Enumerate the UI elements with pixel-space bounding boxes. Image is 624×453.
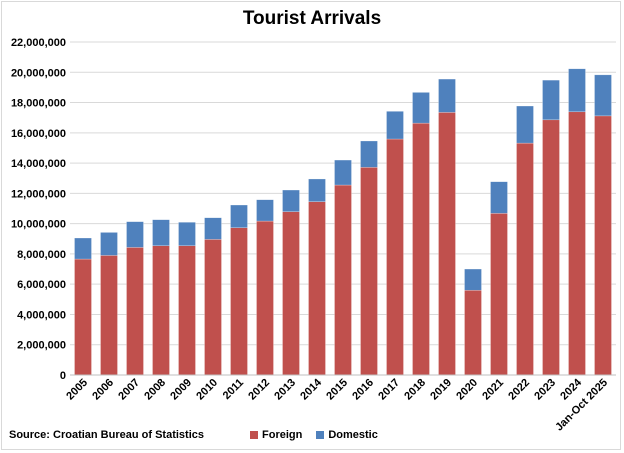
bar-foreign bbox=[178, 245, 196, 376]
bar-foreign bbox=[152, 245, 170, 376]
bar-foreign bbox=[464, 289, 482, 376]
bar-domestic bbox=[464, 268, 482, 291]
source-note: Source: Croatian Bureau of Statistics bbox=[9, 429, 204, 441]
chart-title: Tourist Arrivals bbox=[242, 8, 382, 29]
bar-domestic bbox=[100, 232, 118, 256]
bar-domestic bbox=[178, 222, 196, 246]
bar-foreign bbox=[204, 239, 222, 376]
bar-foreign bbox=[516, 142, 534, 376]
y-tick-label: 6,000,000 bbox=[17, 279, 66, 291]
legend-swatch-foreign bbox=[250, 431, 258, 439]
x-tick-label: 2015 bbox=[324, 377, 350, 403]
y-tick-label: 2,000,000 bbox=[17, 340, 66, 352]
bar-domestic bbox=[308, 178, 326, 202]
bar-foreign bbox=[412, 122, 430, 376]
x-tick-label: 2006 bbox=[90, 377, 116, 403]
bar-domestic bbox=[516, 105, 534, 144]
bar-foreign bbox=[490, 213, 508, 376]
legend-item-foreign: Foreign bbox=[250, 429, 302, 441]
x-tick-label: 2019 bbox=[428, 377, 454, 403]
x-tick-label: 2012 bbox=[246, 377, 272, 403]
y-tick-label: 12,000,000 bbox=[11, 188, 66, 200]
bar-domestic bbox=[386, 111, 404, 140]
bar-domestic bbox=[412, 92, 430, 124]
x-tick-label: 2018 bbox=[402, 377, 428, 403]
x-tick-label: 2009 bbox=[168, 377, 194, 403]
bar-foreign bbox=[308, 201, 326, 376]
y-tick-label: 16,000,000 bbox=[11, 128, 66, 140]
legend-swatch-domestic bbox=[316, 431, 325, 439]
x-tick-label: 2017 bbox=[376, 377, 402, 403]
x-tick-label: 2016 bbox=[350, 377, 376, 403]
x-tick-label: 2013 bbox=[272, 377, 298, 403]
bar-foreign bbox=[230, 227, 248, 376]
legend-label-domestic: Domestic bbox=[328, 429, 378, 441]
x-tick-label: 2020 bbox=[454, 377, 480, 403]
y-tick-label: 18,000,000 bbox=[11, 98, 66, 110]
x-tick-label: 2008 bbox=[142, 377, 168, 403]
bar-foreign bbox=[360, 167, 378, 376]
bar-foreign bbox=[438, 112, 456, 376]
y-tick-label: 0 bbox=[60, 370, 66, 382]
bar-foreign bbox=[542, 119, 560, 376]
bar-domestic bbox=[438, 78, 456, 113]
legend: Foreign Domestic bbox=[250, 429, 378, 441]
bar-foreign bbox=[256, 220, 274, 376]
bar-domestic bbox=[282, 189, 300, 212]
bar-foreign bbox=[74, 258, 92, 376]
bar-domestic bbox=[542, 79, 560, 121]
bar-domestic bbox=[334, 159, 352, 186]
bar-foreign bbox=[334, 184, 352, 376]
bar-domestic bbox=[568, 68, 586, 113]
x-tick-label: 2007 bbox=[116, 377, 142, 403]
x-tick-label: 2010 bbox=[194, 377, 220, 403]
bar-foreign bbox=[126, 247, 144, 376]
bar-domestic bbox=[152, 219, 170, 246]
legend-item-domestic: Domestic bbox=[316, 429, 378, 441]
x-tick-label: 2022 bbox=[506, 377, 532, 403]
legend-label-foreign: Foreign bbox=[262, 429, 303, 441]
bar-foreign bbox=[386, 138, 404, 376]
bar-domestic bbox=[126, 221, 144, 248]
bar-foreign bbox=[100, 255, 118, 376]
bar-domestic bbox=[256, 199, 274, 222]
y-tick-label: 14,000,000 bbox=[11, 158, 66, 170]
x-tick-label: 2011 bbox=[221, 377, 246, 402]
bar-domestic bbox=[230, 204, 248, 228]
bar-domestic bbox=[594, 74, 612, 117]
y-tick-label: 20,000,000 bbox=[11, 67, 66, 79]
x-tick-label: 2023 bbox=[532, 377, 558, 403]
bar-domestic bbox=[74, 237, 92, 260]
x-tick-label: 2021 bbox=[480, 377, 506, 403]
bar-domestic bbox=[204, 217, 222, 240]
bar-foreign bbox=[594, 115, 612, 376]
y-tick-label: 22,000,000 bbox=[11, 37, 66, 49]
bar-domestic bbox=[360, 140, 378, 168]
y-tick-label: 10,000,000 bbox=[11, 219, 66, 231]
y-tick-label: 8,000,000 bbox=[17, 249, 66, 261]
x-tick-label: 2014 bbox=[298, 376, 324, 402]
bar-foreign bbox=[568, 111, 586, 376]
bar-foreign bbox=[282, 211, 300, 376]
x-tick-label: 2005 bbox=[64, 377, 90, 403]
y-tick-label: 4,000,000 bbox=[17, 309, 66, 321]
bar-domestic bbox=[490, 181, 508, 214]
